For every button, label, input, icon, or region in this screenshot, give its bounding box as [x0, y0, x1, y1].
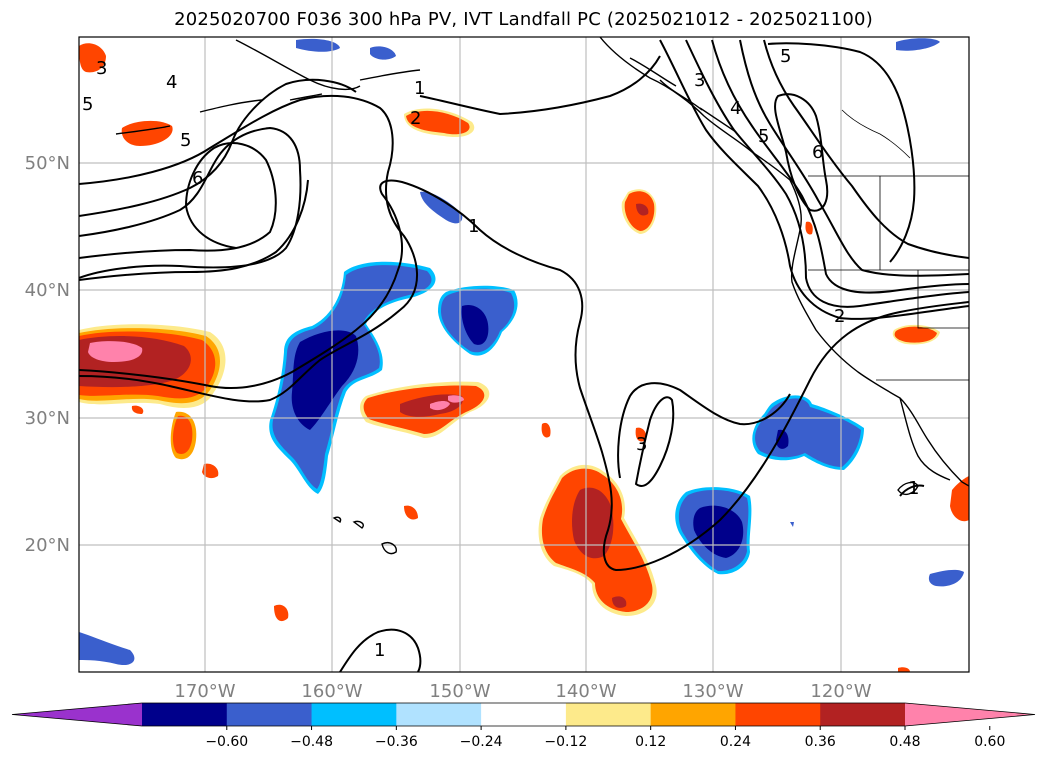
- latitude-labels: 50°N 40°N 30°N 20°N: [25, 153, 70, 556]
- pv-contours: [79, 39, 969, 672]
- colorbar-tick-label: 0.36: [805, 734, 836, 750]
- colorbar-tick-label: −0.48: [290, 734, 333, 750]
- lat-label: 40°N: [25, 280, 70, 301]
- contour-label: 2: [410, 108, 421, 129]
- colorbar-tick-label: 0.48: [889, 734, 920, 750]
- map-title: 2025020700 F036 300 hPa PV, IVT Landfall…: [174, 9, 873, 30]
- colorbar: −0.60 −0.48 −0.36 −0.24 −0.12 0.12 0.24 0.36 0.4…: [11, 702, 1036, 750]
- colorbar-tick-label: −0.12: [544, 734, 587, 750]
- colorbar-outline: [11, 702, 1036, 727]
- colorbar-segment: [311, 703, 397, 726]
- colorbar-segment: [820, 703, 906, 726]
- lon-label: 120°W: [810, 681, 871, 702]
- colorbar-segment: [142, 703, 228, 726]
- contour-label: 4: [166, 72, 177, 93]
- contour-label: 5: [180, 130, 191, 151]
- contour-label: 3: [636, 434, 647, 455]
- contour-label: 6: [812, 142, 823, 163]
- colorbar-tick-label: 0.12: [635, 734, 666, 750]
- colorbar-tick-label: 0.60: [974, 734, 1005, 750]
- positive-pc-patches: [79, 43, 969, 672]
- contour-label: 2: [834, 306, 845, 327]
- map-frame: [78, 36, 970, 673]
- lon-label: 140°W: [555, 681, 616, 702]
- pv-contour-labels: 3 4 5 6 5 1 2 1 3 5 4 5 6 2 1 3 1 5: [82, 46, 919, 661]
- contour-label: 6: [192, 168, 203, 189]
- colorbar-tick-label: −0.24: [460, 734, 503, 750]
- contour-label: 1: [908, 478, 919, 499]
- contour-label: 5: [758, 126, 769, 147]
- lon-label: 150°W: [429, 681, 490, 702]
- colorbar-segment: [396, 703, 482, 726]
- contour-label: 3: [96, 58, 107, 79]
- lon-label: 130°W: [682, 681, 743, 702]
- lat-label: 30°N: [25, 408, 70, 429]
- longitude-labels: 170°W 160°W 150°W 140°W 130°W 120°W: [174, 681, 871, 702]
- contour-label: 1: [374, 640, 385, 661]
- lon-label: 170°W: [174, 681, 235, 702]
- colorbar-extend-min: [12, 703, 142, 726]
- contour-label: 1: [468, 216, 479, 237]
- colorbar-tick-label: −0.60: [205, 734, 248, 750]
- colorbar-segment: [650, 703, 736, 726]
- colorbar-extend-max: [905, 703, 1035, 726]
- gridlines: [79, 37, 969, 672]
- lat-label: 50°N: [25, 153, 70, 174]
- colorbar-tick-label: −0.36: [375, 734, 418, 750]
- colorbar-segment: [735, 703, 821, 726]
- colorbar-tick-label: 0.24: [720, 734, 751, 750]
- contour-label: 3: [694, 70, 705, 91]
- lat-label: 20°N: [25, 535, 70, 556]
- lon-label: 160°W: [301, 681, 362, 702]
- contour-label: 5: [780, 46, 791, 67]
- colorbar-segment: [565, 703, 652, 726]
- map-panel: 3 4 5 6 5 1 2 1 3 5 4 5 6 2 1 3 1 5: [79, 37, 969, 672]
- contour-label: 1: [414, 78, 425, 99]
- colorbar-segment: [481, 703, 567, 726]
- colorbar-segment: [226, 703, 313, 726]
- contour-label: 5: [82, 94, 93, 115]
- contour-label: 4: [730, 98, 741, 119]
